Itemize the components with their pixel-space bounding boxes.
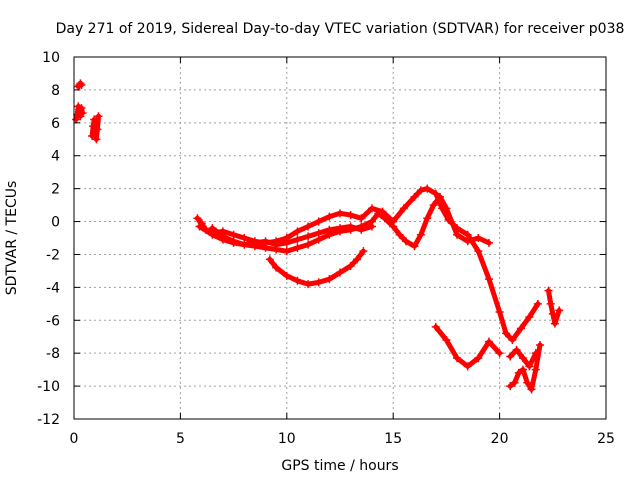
y-tick-label: -2 — [46, 247, 60, 263]
y-tick-label: 10 — [42, 50, 60, 66]
y-tick-label: 6 — [51, 116, 60, 132]
x-axis-title: GPS time / hours — [281, 458, 398, 474]
data-marks — [72, 79, 563, 393]
y-axis-title: SDTVAR / TECUs — [4, 181, 20, 296]
series-11 — [545, 287, 564, 328]
y-tick-label: 0 — [51, 215, 60, 231]
x-tick-label: 20 — [491, 431, 509, 447]
series-7 — [266, 247, 368, 288]
y-tick-label: -8 — [46, 346, 60, 362]
y-tick-label: -6 — [46, 313, 60, 329]
y-tick-label: -4 — [46, 280, 60, 296]
series-trace — [197, 189, 538, 340]
x-tick-label: 15 — [384, 431, 402, 447]
series-trace — [436, 327, 500, 366]
series-2 — [74, 79, 85, 90]
chart-title: Day 271 of 2019, Sidereal Day-to-day VTE… — [56, 21, 625, 37]
series-8 — [432, 323, 504, 370]
y-tick-label: 8 — [51, 83, 60, 99]
series-trace — [270, 251, 364, 284]
y-tick-label: 4 — [51, 149, 60, 165]
x-tick-label: 0 — [70, 431, 79, 447]
series-9 — [506, 341, 544, 393]
series-3 — [88, 112, 102, 143]
x-tick-label: 10 — [278, 431, 296, 447]
x-tick-label: 25 — [597, 431, 615, 447]
x-tick-label: 5 — [176, 431, 185, 447]
y-tick-label: -10 — [37, 379, 60, 395]
y-tick-label: -12 — [37, 412, 60, 428]
y-tick-label: 2 — [51, 182, 60, 198]
